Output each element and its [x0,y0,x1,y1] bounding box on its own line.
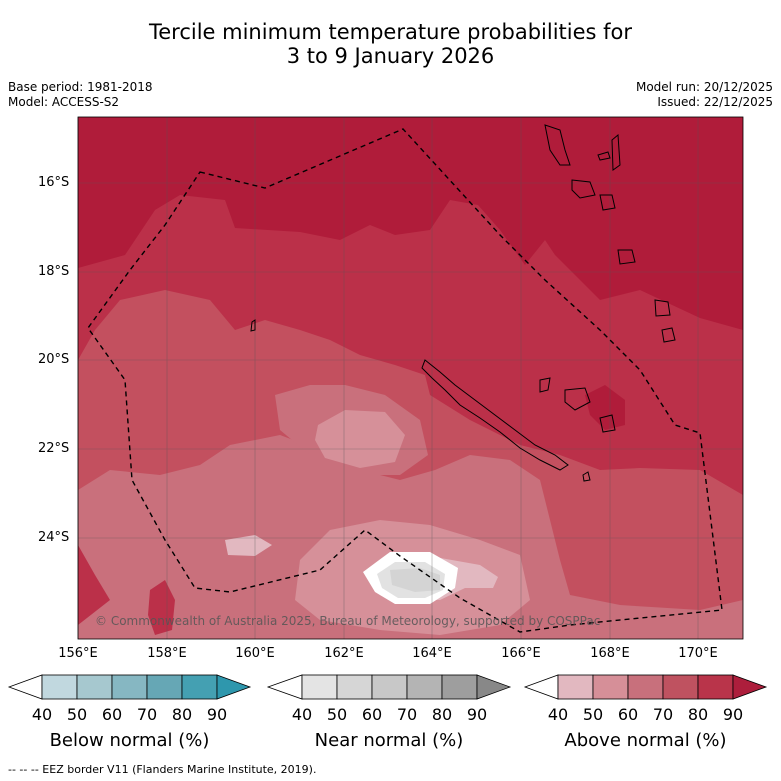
above-below-40-patch [225,535,272,556]
colorbar-below [7,674,252,700]
colorbar-near-tick: 40 [291,705,313,724]
lon-label: 156°E [58,646,98,661]
colorbar-below-tick: 50 [66,705,88,724]
colorbar-above-tick: 90 [722,705,744,724]
lon-label: 160°E [235,646,275,661]
colorbar-near-tick: 60 [361,705,383,724]
isle-of-pines [582,471,591,482]
probability-field [78,117,743,639]
colorbar-above-tick: 50 [582,705,604,724]
coastlines [250,124,676,482]
lat-label: 24°S [38,530,70,545]
map-title-line-1: Tercile minimum temperature probabilitie… [148,20,633,44]
above-80-90-patch [585,385,625,430]
loyalty-islands [539,377,551,393]
colorbar-below-tick: 60 [101,705,123,724]
above-40-50-patch [315,410,405,468]
lon-label: 164°E [412,646,452,661]
lat-label: 20°S [38,352,70,367]
colorbar-above-tick: 80 [687,705,709,724]
lon-label: 170°E [678,646,718,661]
colorbar-below-title: Below normal (%) [49,730,210,751]
above-70-80-patch [148,580,175,635]
lon-label: 158°E [147,646,187,661]
meta-left: Base period: 1981-2018 Model: ACCESS-S2 [8,80,153,110]
map-frame [77,116,744,640]
model-run: Model run: 20/12/2025 [635,80,773,94]
eez-border [87,128,723,633]
vanuatu-epi [599,194,616,211]
vanuatu-pentecost [611,133,621,171]
vanuatu-ambae [597,151,611,161]
lat-label: 16°S [38,175,70,190]
lon-label: 166°E [501,646,541,661]
lon-label: 168°E [590,646,630,661]
model-name: Model: ACCESS-S2 [8,95,120,109]
meta-right: Model run: 20/12/2025 Issued: 22/12/2025 [636,80,773,110]
colorbar-near-tick: 90 [466,705,488,724]
colorbar-below-tick: 70 [136,705,158,724]
vanuatu-erromango [654,299,671,317]
eez-footer-note: -- -- -- EEZ border V11 (Flanders Marine… [8,763,317,776]
colorbar-below-tick: 40 [31,705,53,724]
colorbar-below-tick: 80 [171,705,193,724]
colorbar-above-tick: 40 [547,705,569,724]
colorbar-above-tick: 70 [652,705,674,724]
issued-date: Issued: 22/12/2025 [657,95,773,109]
lat-label: 18°S [38,264,70,279]
near-normal-50-60-patch [390,568,440,592]
vanuatu-tanna [661,327,676,343]
colorbar-near [266,674,512,700]
grande-terre-island [421,359,569,471]
vanuatu-malakula [571,179,596,199]
colorbar-above-tick: 60 [617,705,639,724]
colorbar-above-title: Above normal (%) [564,730,727,751]
above-70-80-west-patch [78,545,110,625]
lon-label: 162°E [324,646,364,661]
colorbar-below-tick: 90 [206,705,228,724]
base-period: Base period: 1981-2018 [8,80,153,94]
copyright-watermark: © Commonwealth of Australia 2025, Bureau… [95,614,601,628]
colorbar-near-title: Near normal (%) [314,730,464,751]
lat-label: 22°S [38,441,70,456]
colorbar-above [523,674,768,700]
mare-island [599,414,616,433]
map-title-line-2: 3 to 9 January 2026 [286,44,495,68]
vanuatu-espiritu-santo [544,124,571,166]
chesterfield-islet [250,319,256,332]
colorbar-near-tick: 70 [396,705,418,724]
lifou-island [564,387,591,411]
vanuatu-efate [617,249,636,265]
colorbar-near-tick: 80 [431,705,453,724]
colorbar-near-tick: 50 [326,705,348,724]
